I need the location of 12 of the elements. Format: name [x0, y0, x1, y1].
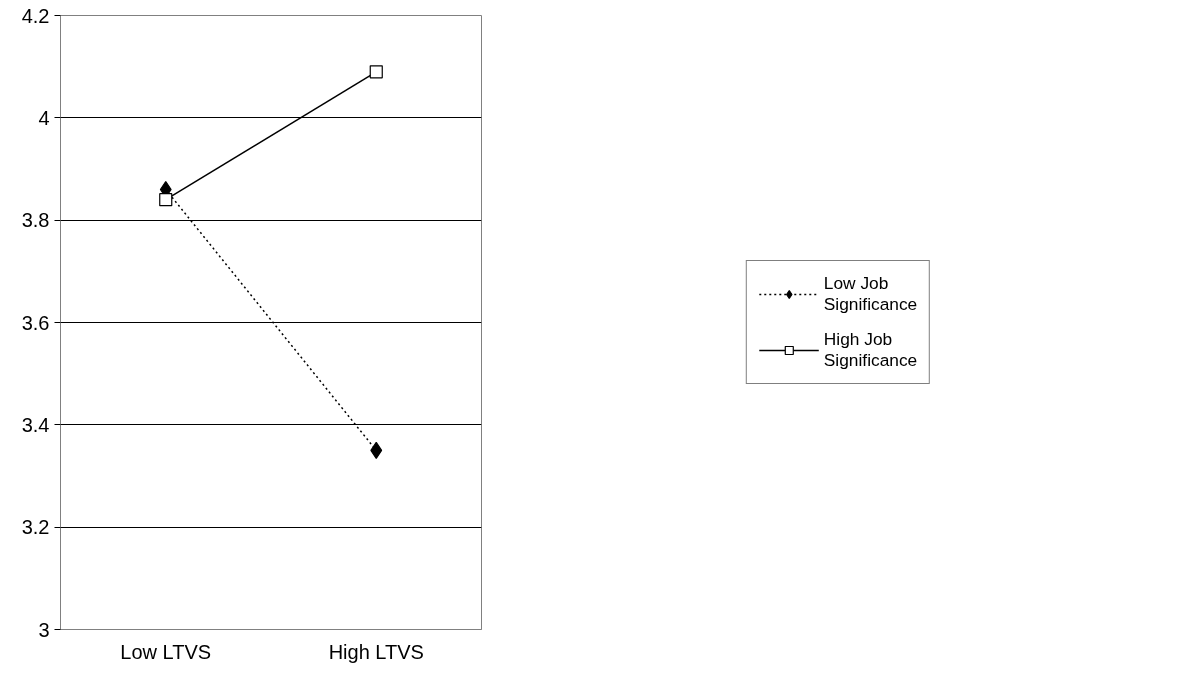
- y-tick-label: 3.4: [21, 413, 50, 436]
- y-tick-label: 3.6: [21, 311, 50, 334]
- y-tick-label: 3.2: [21, 516, 50, 539]
- point: [369, 65, 383, 79]
- legend-label: High Job Significance: [823, 329, 918, 371]
- y-tick-label: 3.8: [21, 209, 50, 232]
- x-tick-label: High LTVS: [328, 640, 424, 663]
- y-tick-label: 3: [38, 618, 50, 641]
- y-tick-label: 4.2: [21, 4, 50, 27]
- y-tick-label: 4: [38, 106, 50, 129]
- x-tick-label: Low LTVS: [120, 640, 212, 663]
- legend-label: Low Job Significance: [823, 273, 918, 315]
